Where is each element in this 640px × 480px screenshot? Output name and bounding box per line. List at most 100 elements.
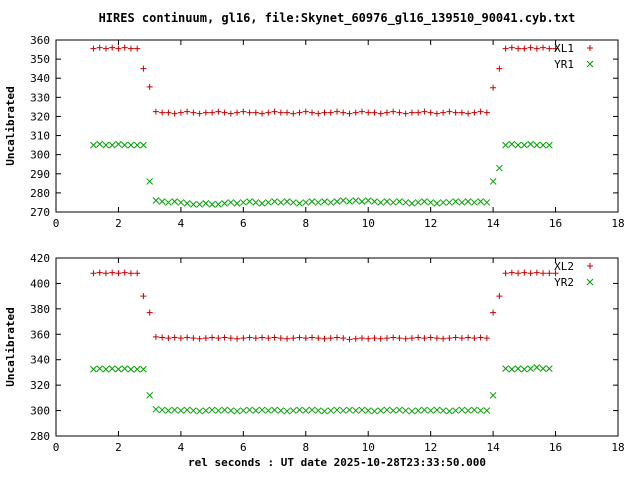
cross-marker	[527, 365, 534, 372]
plus-marker	[533, 269, 540, 276]
series-YR2-points	[90, 363, 553, 415]
cross-marker	[152, 197, 160, 204]
plus-marker	[184, 334, 191, 341]
x-axis-ticks: 0 2 4 6 8 10 12 14 16 18	[53, 40, 625, 230]
cross-marker	[545, 365, 553, 372]
plus-marker	[140, 293, 147, 300]
cross-marker	[446, 407, 453, 415]
y-tick-label: 270	[30, 206, 50, 219]
cross-marker	[364, 407, 372, 414]
cross-marker	[271, 198, 278, 205]
cross-marker	[127, 365, 135, 373]
plus-marker	[477, 334, 484, 341]
plus-marker	[209, 109, 216, 116]
plus-marker	[265, 335, 272, 342]
cross-marker	[102, 365, 110, 373]
cross-marker	[140, 141, 147, 149]
x-tick-label: 12	[424, 441, 437, 454]
cross-marker	[183, 200, 191, 207]
plus-marker	[521, 45, 528, 52]
cross-marker	[208, 406, 216, 414]
plus-marker	[127, 45, 134, 52]
cross-marker	[321, 407, 328, 415]
plus-marker	[587, 263, 593, 269]
plus-marker	[259, 110, 266, 117]
plus-marker	[327, 109, 334, 116]
cross-marker	[586, 60, 594, 68]
cross-marker	[514, 365, 522, 372]
x-tick-label: 18	[611, 217, 624, 230]
plus-marker	[177, 109, 184, 116]
plus-marker	[252, 335, 259, 342]
y-tick-label: 310	[30, 130, 50, 143]
plus-marker	[552, 270, 559, 277]
chart-title: HIRES continuum, gl16, file:Skynet_60976…	[99, 11, 576, 26]
plus-marker	[396, 109, 403, 116]
y-tick-label: 380	[30, 303, 50, 316]
plus-marker	[340, 335, 347, 342]
plus-marker	[546, 270, 553, 277]
y-tick-label: 330	[30, 91, 50, 104]
plus-marker	[352, 335, 359, 342]
plus-marker	[496, 293, 503, 300]
cross-marker	[452, 198, 459, 205]
x-tick-label: 0	[53, 217, 60, 230]
plus-marker	[346, 336, 353, 343]
plus-marker	[515, 270, 522, 277]
plus-marker	[365, 109, 372, 116]
plus-marker	[165, 335, 172, 342]
cross-marker	[383, 406, 391, 414]
cross-marker	[427, 407, 435, 414]
plus-marker	[184, 108, 191, 115]
plus-marker	[90, 45, 97, 52]
cross-marker	[502, 365, 509, 372]
plus-marker	[140, 65, 147, 72]
cross-marker	[402, 407, 410, 414]
plus-marker	[446, 335, 453, 342]
x-tick-label: 0	[53, 441, 60, 454]
cross-marker	[239, 199, 247, 206]
plus-marker	[115, 45, 122, 52]
plus-marker	[277, 335, 284, 342]
plus-marker	[315, 335, 322, 342]
cross-marker	[471, 199, 478, 206]
plus-marker	[121, 44, 128, 51]
plus-marker	[402, 335, 409, 342]
plus-marker	[315, 110, 322, 117]
plus-marker	[452, 109, 459, 116]
cross-marker	[446, 199, 453, 206]
plus-marker	[171, 110, 178, 117]
cross-marker	[489, 178, 497, 185]
plus-marker	[452, 334, 459, 341]
plus-marker	[415, 334, 422, 341]
cross-marker	[327, 407, 335, 414]
plus-marker	[215, 108, 222, 115]
x-tick-label: 16	[549, 441, 562, 454]
plus-marker	[502, 270, 509, 277]
plus-marker	[152, 333, 159, 340]
x-tick-label: 4	[178, 441, 185, 454]
cross-marker	[177, 407, 185, 414]
cross-marker	[520, 141, 528, 149]
plus-marker	[146, 83, 153, 90]
plus-marker	[302, 335, 309, 342]
cross-marker	[321, 198, 328, 205]
plus-marker	[471, 109, 478, 116]
plus-marker	[402, 110, 409, 117]
y-tick-label: 280	[30, 187, 50, 200]
cross-marker	[233, 200, 241, 207]
cross-marker	[202, 200, 210, 207]
cross-marker	[402, 199, 410, 206]
cross-marker	[352, 197, 360, 204]
plus-marker	[102, 270, 109, 277]
panel-bottom: 0 2 4 6 8 10 12 14 16 18 280 300 320 340 360 380 400 420 X…	[4, 252, 625, 454]
cross-marker	[289, 199, 297, 206]
plus-marker	[552, 45, 559, 52]
series-YR1-points	[90, 140, 553, 208]
plus-marker	[477, 108, 484, 115]
plus-marker	[290, 110, 297, 117]
plus-marker	[227, 110, 234, 117]
plus-marker	[246, 334, 253, 341]
plus-marker	[271, 108, 278, 115]
cross-marker	[483, 199, 491, 206]
